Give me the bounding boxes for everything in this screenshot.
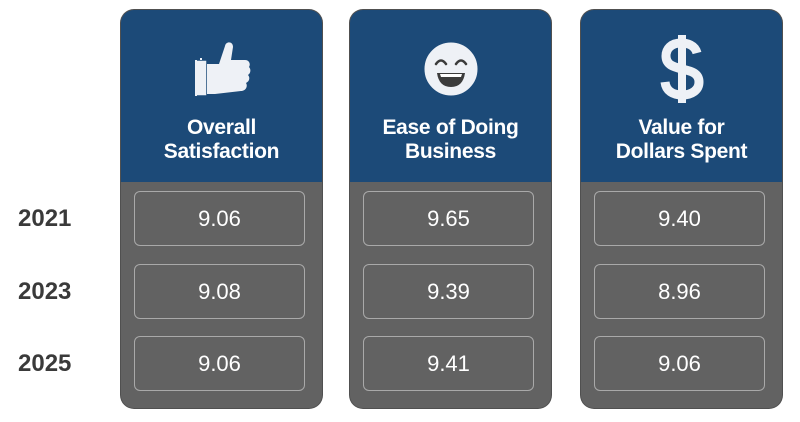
value-cell-2025: 9.06 <box>134 336 305 391</box>
value-cell-2025: 9.41 <box>363 336 534 391</box>
overall-satisfaction-card: Overall Satisfaction 9.06 9.08 9.06 <box>121 10 322 408</box>
value-cell-2021: 9.65 <box>363 191 534 246</box>
card-title-line2: Satisfaction <box>163 140 280 163</box>
card-title: Value for Dollars Spent <box>581 116 782 164</box>
card-header: Overall Satisfaction <box>121 10 322 182</box>
value-cell-2021: 9.40 <box>594 191 765 246</box>
year-label-2021: 2021 <box>18 205 72 232</box>
card-header: Value for Dollars Spent <box>581 10 782 182</box>
thumbs-up-icon <box>121 34 322 104</box>
card-title-line1: Ease of Doing <box>382 116 519 139</box>
card-title-line2: Business <box>405 140 496 163</box>
year-label-2025: 2025 <box>18 350 72 377</box>
value-cell-2023: 9.39 <box>363 264 534 319</box>
card-title: Overall Satisfaction <box>121 116 322 164</box>
card-title-line1: Overall <box>186 116 257 139</box>
value-for-dollars-spent-card: Value for Dollars Spent 9.40 8.96 9.06 <box>581 10 782 408</box>
smiley-face-icon <box>350 34 551 104</box>
value-cell-2023: 9.08 <box>134 264 305 319</box>
value-cell-2023: 8.96 <box>594 264 765 319</box>
card-title: Ease of Doing Business <box>350 116 551 164</box>
card-title-line1: Value for <box>638 116 725 139</box>
card-header: Ease of Doing Business <box>350 10 551 182</box>
value-cell-2025: 9.06 <box>594 336 765 391</box>
ease-of-doing-business-card: Ease of Doing Business 9.65 9.39 9.41 <box>350 10 551 408</box>
year-label-2023: 2023 <box>18 278 72 305</box>
dollar-sign-icon <box>581 34 782 104</box>
card-title-line2: Dollars Spent <box>615 140 748 163</box>
value-cell-2021: 9.06 <box>134 191 305 246</box>
